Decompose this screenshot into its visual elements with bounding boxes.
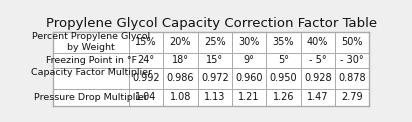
Text: 2.79: 2.79 [341, 92, 363, 102]
Text: 0.960: 0.960 [235, 73, 263, 83]
Text: 50%: 50% [341, 37, 363, 47]
Text: 9°: 9° [243, 56, 255, 66]
Text: - 5°: - 5° [309, 56, 327, 66]
Text: Capacity Factor Multiplier: Capacity Factor Multiplier [30, 68, 152, 89]
Text: 1.08: 1.08 [170, 92, 191, 102]
Text: 15°: 15° [206, 56, 223, 66]
Text: 0.986: 0.986 [167, 73, 194, 83]
Text: 18°: 18° [172, 56, 189, 66]
Text: 25%: 25% [204, 37, 226, 47]
Text: 0.992: 0.992 [132, 73, 160, 83]
Bar [53, 32, 369, 106]
Text: 35%: 35% [273, 37, 294, 47]
Text: 15%: 15% [136, 37, 157, 47]
Text: 24°: 24° [138, 56, 154, 66]
Text: 5°: 5° [278, 56, 289, 66]
Text: 1.04: 1.04 [136, 92, 157, 102]
Text: 20%: 20% [170, 37, 191, 47]
Text: 1.47: 1.47 [307, 92, 328, 102]
Text: 40%: 40% [307, 37, 328, 47]
Text: - 30°: - 30° [340, 56, 364, 66]
Text: 0.928: 0.928 [304, 73, 332, 83]
Text: Percent Propylene Glycol
by Weight: Percent Propylene Glycol by Weight [32, 32, 150, 52]
Text: Pressure Drop Multiplier: Pressure Drop Multiplier [34, 93, 148, 102]
Text: Freezing Point in °F: Freezing Point in °F [46, 56, 136, 65]
Text: 1.13: 1.13 [204, 92, 225, 102]
Text: Propylene Glycol Capacity Correction Factor Table: Propylene Glycol Capacity Correction Fac… [46, 17, 377, 30]
Text: 1.21: 1.21 [238, 92, 260, 102]
Text: 30%: 30% [239, 37, 260, 47]
Text: 0.878: 0.878 [338, 73, 366, 83]
Text: 1.26: 1.26 [273, 92, 294, 102]
Text: 0.972: 0.972 [201, 73, 229, 83]
Text: 0.950: 0.950 [269, 73, 297, 83]
